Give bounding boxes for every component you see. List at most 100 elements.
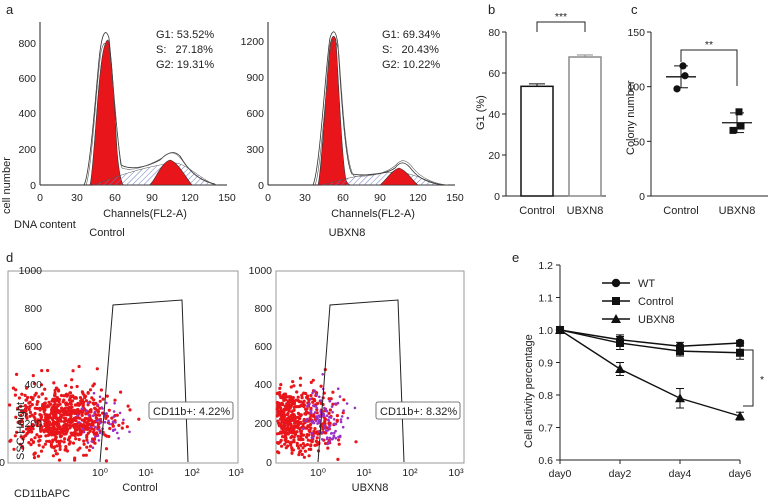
scatter-dot-gated <box>346 416 350 420</box>
scatter-dot <box>37 395 41 399</box>
scatter-dot <box>291 380 295 384</box>
chart-title: Control <box>122 482 157 494</box>
scatter-dot <box>35 424 39 428</box>
scatter-dot <box>297 453 301 457</box>
scatter-dot <box>105 394 109 398</box>
scatter-dot <box>84 453 88 457</box>
y-tick-label: 200 <box>18 144 36 156</box>
scatter-dot <box>21 430 25 434</box>
scatter-dot <box>80 413 84 417</box>
scatter-dot-gated <box>312 404 315 407</box>
scatter-dot <box>293 432 298 436</box>
scatter-dot <box>57 442 62 446</box>
y-ticks: 0 200 400 600 800 <box>18 38 36 192</box>
scatter-dot <box>52 427 57 431</box>
scatter-dot <box>35 433 39 437</box>
x-tick-label: 10³ <box>448 467 464 479</box>
scatter-dot <box>111 422 115 426</box>
scatter-dot <box>47 429 51 433</box>
scatter-dot <box>47 400 51 404</box>
scatter-dot <box>47 439 51 443</box>
scatter-dot <box>35 402 39 406</box>
scatter-dot <box>276 450 280 454</box>
scatter-dot <box>50 416 54 420</box>
y-tick-label: 150 <box>627 27 645 39</box>
scatter-dot-gated <box>117 437 120 440</box>
data-point <box>673 85 681 93</box>
scatter-dot <box>56 439 61 443</box>
scatter-dot <box>82 439 86 443</box>
scatter-dot <box>277 401 281 405</box>
marker-triangle <box>615 364 625 373</box>
scatter-dot <box>283 432 287 436</box>
scatter-dot-gated <box>327 419 331 422</box>
x-tick-label-control: Control <box>663 205 698 217</box>
y-tick-label: 0 <box>639 191 645 203</box>
data-point <box>681 72 689 80</box>
y-tick-label: 1.0 <box>538 325 553 337</box>
bar <box>520 85 554 197</box>
y-tick-label: 0.6 <box>538 455 553 467</box>
scatter-dot-gated <box>326 436 329 439</box>
y-tick-label: 0 <box>266 457 272 469</box>
scatter-dot-gated <box>95 419 98 423</box>
x-tick-label: 150 <box>446 192 464 204</box>
scatter-dot <box>55 429 59 434</box>
scatter-dot <box>125 425 129 429</box>
scatter-dot <box>77 403 81 407</box>
scatter-dot <box>280 396 284 400</box>
scatter-dot <box>337 438 341 442</box>
scatter-dot <box>309 380 313 384</box>
scatter-dot <box>64 445 68 449</box>
x-axis-label: Channels(FL2-A) <box>331 208 415 220</box>
scatter-dot <box>88 388 93 392</box>
scatter-dot <box>85 427 89 431</box>
scatter-dot <box>73 458 77 462</box>
scatter-dot-gated <box>338 395 342 398</box>
scatter-dot <box>128 408 132 412</box>
scatter-dot-gated <box>91 414 95 418</box>
scatter-dot <box>75 384 79 389</box>
scatter-dot-gated <box>315 393 318 397</box>
scatter-dot <box>15 430 19 434</box>
data-point <box>679 62 687 70</box>
scatter-dot <box>30 430 34 434</box>
scatter-dot <box>53 393 57 398</box>
chart-title: UBXN8 <box>352 482 389 494</box>
scatter-dot-gated <box>320 431 324 434</box>
fit-curve <box>312 31 446 186</box>
scatter-dot <box>27 401 31 405</box>
scatter-dot-gated <box>81 427 85 431</box>
scatter-dot <box>33 411 37 416</box>
scatter-dot <box>20 392 24 396</box>
bar-chart-g1: 0 20 40 60 80 G1 (%) Control UBXN8 *** <box>475 11 606 217</box>
scatter-dot-gated <box>318 395 321 399</box>
scatter-dot <box>295 441 299 445</box>
significance-star: * <box>760 374 764 386</box>
y-tick-label: 1.2 <box>538 260 553 272</box>
scatter-dot-gated <box>334 402 337 406</box>
legend-label: WT <box>638 278 655 290</box>
scatter-dot-gated <box>306 404 309 408</box>
scatter-dot-gated <box>338 434 342 438</box>
scatter-dot <box>280 401 284 405</box>
scatter-dot <box>31 396 35 400</box>
scatter-dot <box>328 408 332 412</box>
y-axis-label: Cell activity percentage <box>523 334 535 448</box>
scatter-dot-gated <box>310 431 314 435</box>
y-tick-label: 600 <box>18 73 36 85</box>
scatter-dot <box>336 457 340 461</box>
g2-peak <box>149 159 193 186</box>
scatter-dot <box>289 422 293 426</box>
scatter-dot <box>354 440 358 444</box>
scatter-dot <box>286 444 290 448</box>
scatter-dot <box>278 386 282 390</box>
scatter-dot <box>316 441 320 445</box>
x-tick-label: 90 <box>374 192 386 204</box>
scatter-dot <box>40 425 44 429</box>
scatter-dot <box>33 406 37 410</box>
scatter-dot-gated <box>324 429 328 433</box>
scatter-dot <box>39 415 43 419</box>
scatter-dot <box>72 433 76 437</box>
scatter-dot <box>83 420 87 424</box>
